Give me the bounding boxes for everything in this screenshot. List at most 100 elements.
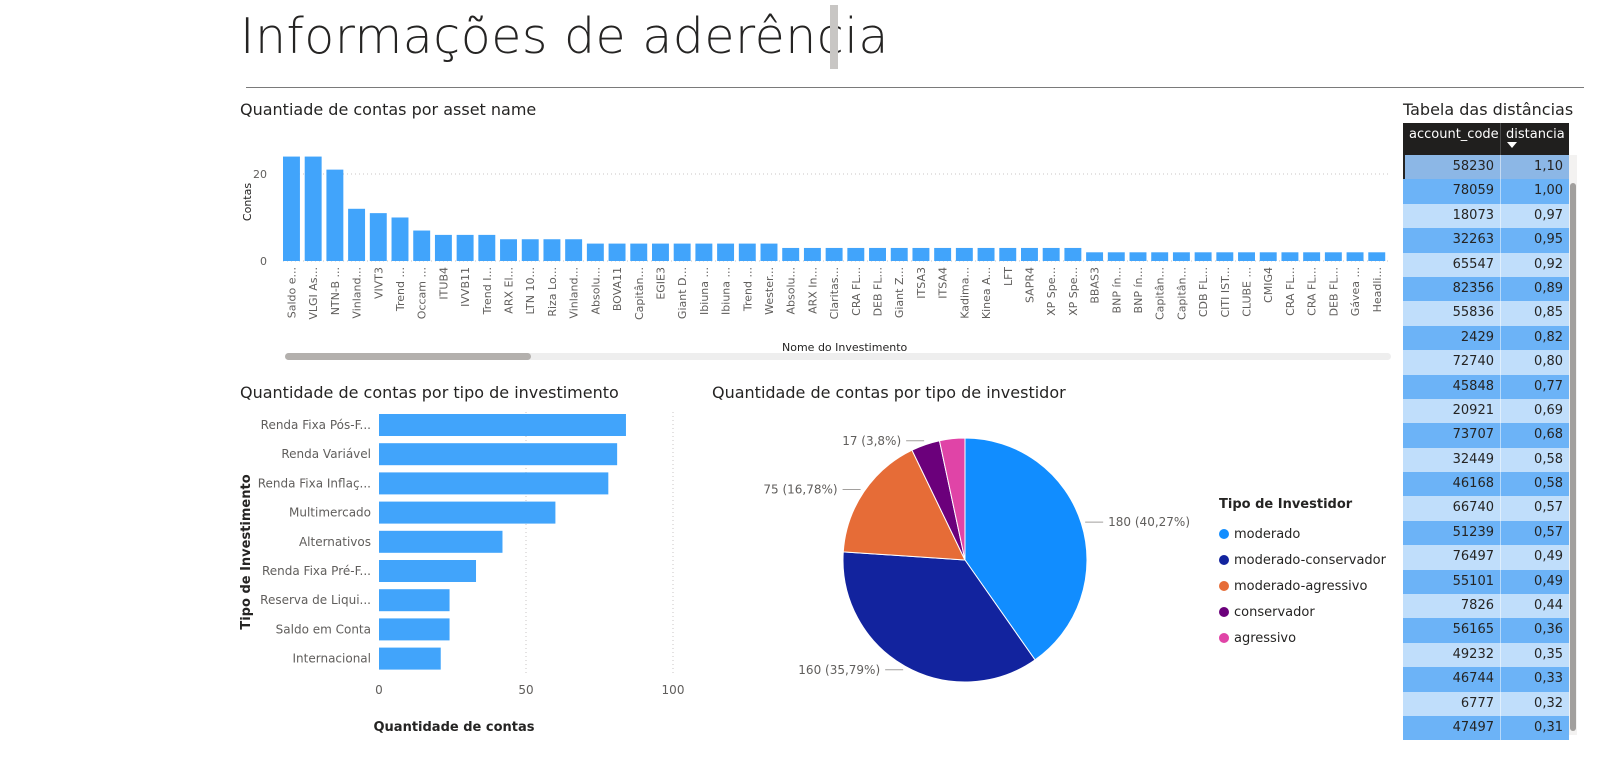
bar[interactable]: [478, 234, 496, 261]
bar[interactable]: [1259, 252, 1277, 261]
table-row[interactable]: 51239 0,57: [1403, 520, 1569, 546]
table-row[interactable]: 66740 0,57: [1403, 496, 1569, 521]
legend-item[interactable]: agressivo: [1219, 625, 1386, 651]
table-row[interactable]: 7826 0,44: [1403, 594, 1569, 619]
bar[interactable]: [890, 247, 908, 261]
table-row[interactable]: 47497 0,31: [1403, 715, 1569, 741]
bar[interactable]: [912, 247, 930, 261]
bar[interactable]: [1086, 252, 1104, 261]
table-row[interactable]: 73707 0,68: [1403, 423, 1569, 448]
asset-chart-scroll-thumb[interactable]: [285, 353, 531, 360]
bar[interactable]: [760, 243, 778, 261]
bar[interactable]: [379, 618, 450, 641]
table-row[interactable]: 45848 0,77: [1403, 374, 1569, 399]
bar[interactable]: [369, 213, 387, 261]
legend-item[interactable]: moderado-agressivo: [1219, 573, 1386, 599]
table-row[interactable]: 49232 0,35: [1403, 642, 1569, 668]
bar[interactable]: [391, 217, 409, 261]
table-row[interactable]: 20921 0,69: [1403, 398, 1569, 424]
bar[interactable]: [413, 230, 431, 261]
bar[interactable]: [379, 560, 477, 582]
bar[interactable]: [1129, 252, 1147, 261]
table-row[interactable]: 32449 0,58: [1403, 447, 1569, 473]
bar[interactable]: [500, 239, 517, 261]
bar[interactable]: [652, 243, 669, 261]
table-row[interactable]: 82356 0,89: [1403, 276, 1569, 302]
bar[interactable]: [456, 234, 474, 261]
bar[interactable]: [1194, 252, 1212, 261]
bar[interactable]: [1303, 252, 1321, 261]
table-row[interactable]: 58230 1,10: [1403, 155, 1569, 180]
bar[interactable]: [847, 247, 865, 261]
bar[interactable]: [1107, 252, 1125, 261]
bar[interactable]: [586, 243, 604, 261]
table-row[interactable]: 6777 0,32: [1403, 691, 1569, 716]
bar[interactable]: [1368, 252, 1386, 261]
bar[interactable]: [521, 239, 539, 261]
bar[interactable]: [1346, 252, 1364, 261]
table-row[interactable]: 56165 0,36: [1403, 618, 1569, 643]
legend-item[interactable]: moderado-conservador: [1219, 547, 1386, 573]
legend-item[interactable]: conservador: [1219, 599, 1386, 625]
bar[interactable]: [434, 234, 452, 261]
bar[interactable]: [630, 243, 648, 261]
bar[interactable]: [1042, 247, 1060, 261]
table-row[interactable]: 46168 0,58: [1403, 472, 1569, 497]
bar[interactable]: [565, 239, 583, 261]
bar[interactable]: [379, 472, 609, 495]
bar[interactable]: [869, 247, 886, 261]
bar[interactable]: [1281, 252, 1299, 261]
table-scroll-thumb[interactable]: [1570, 183, 1576, 731]
bar[interactable]: [1172, 252, 1190, 261]
table-row[interactable]: 46744 0,33: [1403, 667, 1569, 692]
bar[interactable]: [283, 156, 300, 261]
bar[interactable]: [934, 247, 952, 261]
bar[interactable]: [1238, 252, 1255, 261]
bar[interactable]: [1064, 247, 1082, 261]
table-row[interactable]: 32263 0,95: [1403, 228, 1569, 253]
bar[interactable]: [1324, 252, 1342, 261]
bar[interactable]: [304, 156, 322, 261]
bar[interactable]: [1216, 252, 1234, 261]
table-row[interactable]: 18073 0,97: [1403, 203, 1569, 229]
bar[interactable]: [977, 247, 995, 261]
pie-slice[interactable]: [842, 551, 1036, 683]
bar[interactable]: [738, 243, 756, 261]
bar[interactable]: [825, 247, 843, 261]
table-row[interactable]: 65547 0,92: [1403, 252, 1569, 277]
bar[interactable]: [1151, 252, 1169, 261]
bar[interactable]: [673, 243, 691, 261]
bar[interactable]: [348, 208, 366, 261]
bar[interactable]: [379, 501, 556, 524]
table-row[interactable]: 2429 0,82: [1403, 325, 1569, 351]
bar[interactable]: [379, 530, 503, 553]
table-row[interactable]: 55836 0,85: [1403, 301, 1569, 326]
bar[interactable]: [608, 243, 626, 261]
bar[interactable]: [326, 169, 344, 261]
bar[interactable]: [955, 247, 973, 261]
pie-slice[interactable]: [964, 437, 1088, 661]
table-row[interactable]: 72740 0,80: [1403, 350, 1569, 375]
pie-slice[interactable]: [938, 437, 966, 561]
bar[interactable]: [379, 414, 626, 436]
bar[interactable]: [717, 243, 735, 261]
bar[interactable]: [379, 647, 441, 670]
column-header-distancia[interactable]: distancia: [1501, 123, 1569, 155]
table-row[interactable]: 55101 0,49: [1403, 569, 1569, 595]
asset-chart-scrollbar[interactable]: [285, 353, 1391, 360]
bar[interactable]: [803, 247, 821, 261]
bar[interactable]: [1021, 247, 1038, 261]
bar[interactable]: [379, 589, 450, 612]
bar[interactable]: [695, 243, 713, 261]
bar[interactable]: [543, 239, 561, 261]
table-row[interactable]: 76497 0,49: [1403, 545, 1569, 570]
bar[interactable]: [379, 443, 618, 466]
legend-label: moderado-conservador: [1234, 552, 1386, 568]
bar[interactable]: [999, 247, 1017, 261]
column-header-account-code[interactable]: account_code: [1403, 123, 1501, 155]
x-tick-label: Trend ...: [394, 267, 407, 312]
bar[interactable]: [782, 247, 800, 261]
table-row[interactable]: 78059 1,00: [1403, 179, 1569, 204]
pie-slice[interactable]: [842, 449, 966, 561]
legend-item[interactable]: moderado: [1219, 521, 1386, 547]
